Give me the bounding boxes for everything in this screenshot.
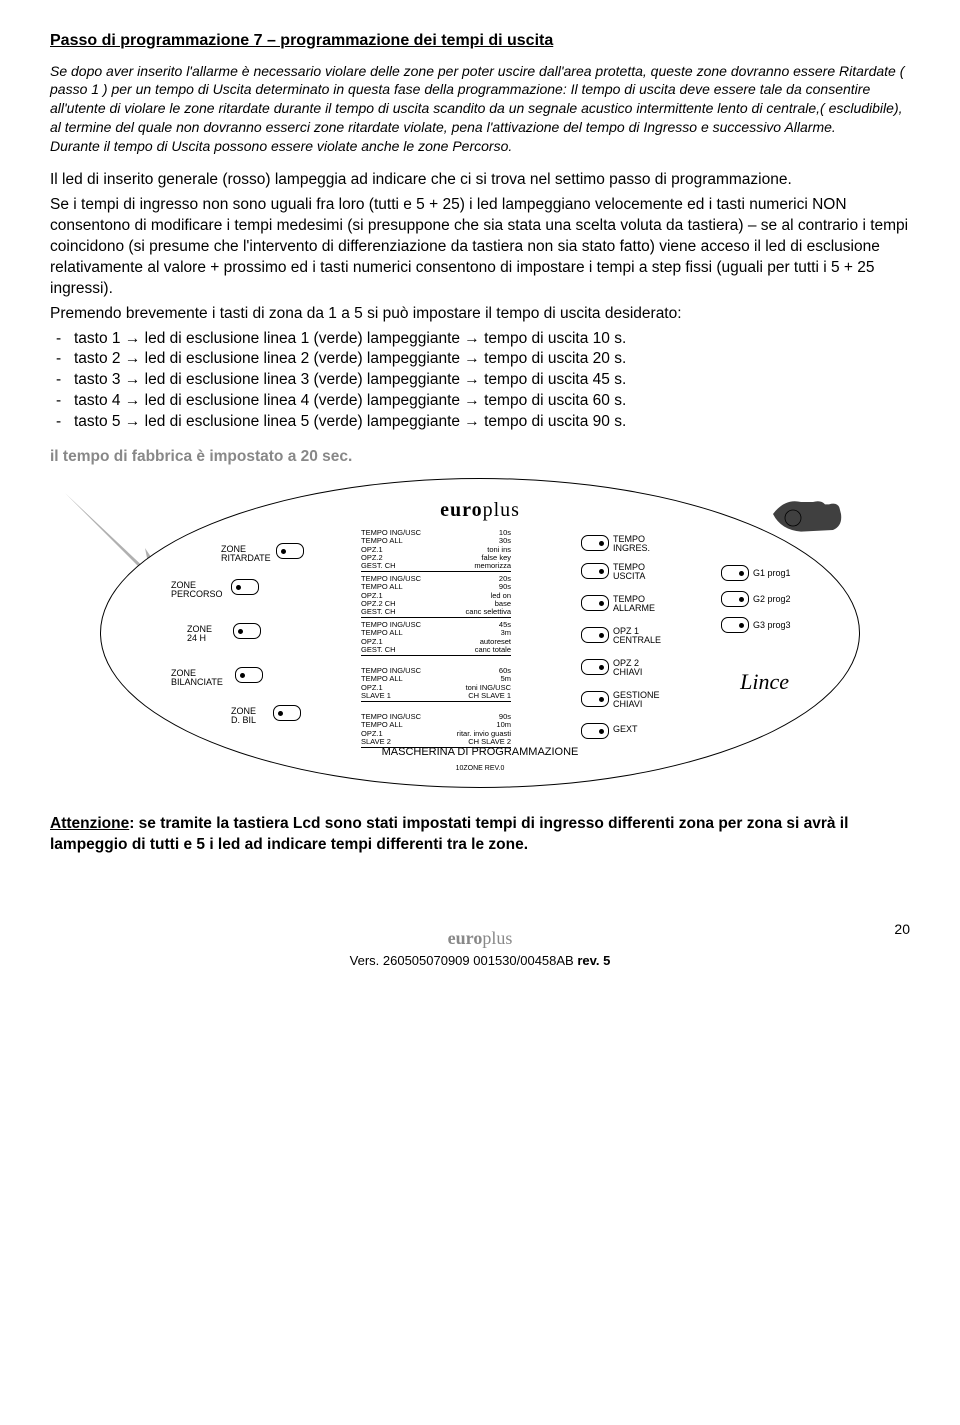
zone-pin — [235, 667, 263, 683]
lince-logo: Lince — [740, 667, 789, 697]
body-para-3: Premendo brevemente i tasti di zona da 1… — [50, 304, 910, 325]
center-block-2: TEMPO ING/USC20s TEMPO ALL90s OPZ.1led o… — [361, 575, 511, 618]
body-para-1: Il led di inserito generale (rosso) lamp… — [50, 170, 910, 191]
gprog-1: G1 prog1 — [753, 567, 791, 579]
right-label-tempo-uscita: TEMPOUSCITA — [613, 563, 645, 582]
body-para-2: Se i tempi di ingresso non sono uguali f… — [50, 195, 910, 300]
section-title: Passo di programmazione 7 – programmazio… — [50, 30, 910, 52]
gprog-3: G3 prog3 — [753, 619, 791, 631]
right-label-tempo-allarme: TEMPOALLARME — [613, 595, 655, 614]
gprog-pin — [721, 617, 749, 633]
europlus-logo: europlus — [440, 497, 520, 524]
zone-label-percorso: ZONEPERCORSO — [171, 581, 223, 600]
mascherina-caption: MASCHERINA DI PROGRAMMAZIONE 10ZONE REV.… — [382, 745, 579, 775]
bullet-5: tasto 5 → led di esclusione linea 5 (ver… — [50, 412, 910, 433]
gprog-2: G2 prog2 — [753, 593, 791, 605]
zone-pin — [233, 623, 261, 639]
hand-icon — [769, 489, 849, 539]
center-block-1: TEMPO ING/USC10s TEMPO ALL30s OPZ.1toni … — [361, 529, 511, 572]
right-pin — [581, 723, 609, 739]
bullet-2: tasto 2 → led di esclusione linea 2 (ver… — [50, 349, 910, 370]
bullet-1: tasto 1 → led di esclusione linea 1 (ver… — [50, 329, 910, 350]
right-pin — [581, 563, 609, 579]
right-label-opz2: OPZ 2CHIAVI — [613, 659, 642, 678]
bullet-4: tasto 4 → led di esclusione linea 4 (ver… — [50, 391, 910, 412]
right-pin — [581, 627, 609, 643]
right-label-gestione: GESTIONECHIAVI — [613, 691, 660, 710]
center-block-3: TEMPO ING/USC45s TEMPO ALL3m OPZ.1autore… — [361, 621, 511, 656]
right-pin — [581, 595, 609, 611]
panel-oval: europlus ZONERITARDATE ZONEPERCORSO ZONE… — [100, 478, 860, 788]
zone-label-ritardate: ZONERITARDATE — [221, 545, 271, 564]
gprog-pin — [721, 591, 749, 607]
right-label-opz1: OPZ 1CENTRALE — [613, 627, 661, 646]
zone-label-dbil: ZONED. BIL — [231, 707, 256, 726]
footer-version: Vers. 260505070909 001530/00458AB rev. 5 — [50, 952, 910, 970]
factory-default-note: il tempo di fabbrica è impostato a 20 se… — [50, 447, 910, 468]
right-label-tempo-ingres: TEMPOINGRES. — [613, 535, 650, 554]
zone-pin — [273, 705, 301, 721]
footer-logo: europlus — [50, 926, 910, 950]
intro-paragraph: Se dopo aver inserito l'allarme è necess… — [50, 62, 910, 156]
right-pin — [581, 535, 609, 551]
center-block-4: TEMPO ING/USC60s TEMPO ALL5m OPZ.1toni I… — [361, 667, 511, 702]
zone-pin — [276, 543, 304, 559]
page-number: 20 — [894, 920, 910, 939]
diagram-container: europlus ZONERITARDATE ZONEPERCORSO ZONE… — [100, 478, 860, 788]
center-block-5: TEMPO ING/USC90s TEMPO ALL10m OPZ.1ritar… — [361, 713, 511, 748]
bullet-3: tasto 3 → led di esclusione linea 3 (ver… — [50, 370, 910, 391]
attention-note: Attenzione: se tramite la tastiera Lcd s… — [50, 814, 910, 856]
page-footer: 20 europlus Vers. 260505070909 001530/00… — [50, 926, 910, 970]
gprog-pin — [721, 565, 749, 581]
right-pin — [581, 691, 609, 707]
right-label-gext: GEXT — [613, 725, 638, 734]
zone-pin — [231, 579, 259, 595]
right-pin — [581, 659, 609, 675]
zone-label-bilanciate: ZONEBILANCIATE — [171, 669, 223, 688]
zone-label-24h: ZONE24 H — [187, 625, 212, 644]
